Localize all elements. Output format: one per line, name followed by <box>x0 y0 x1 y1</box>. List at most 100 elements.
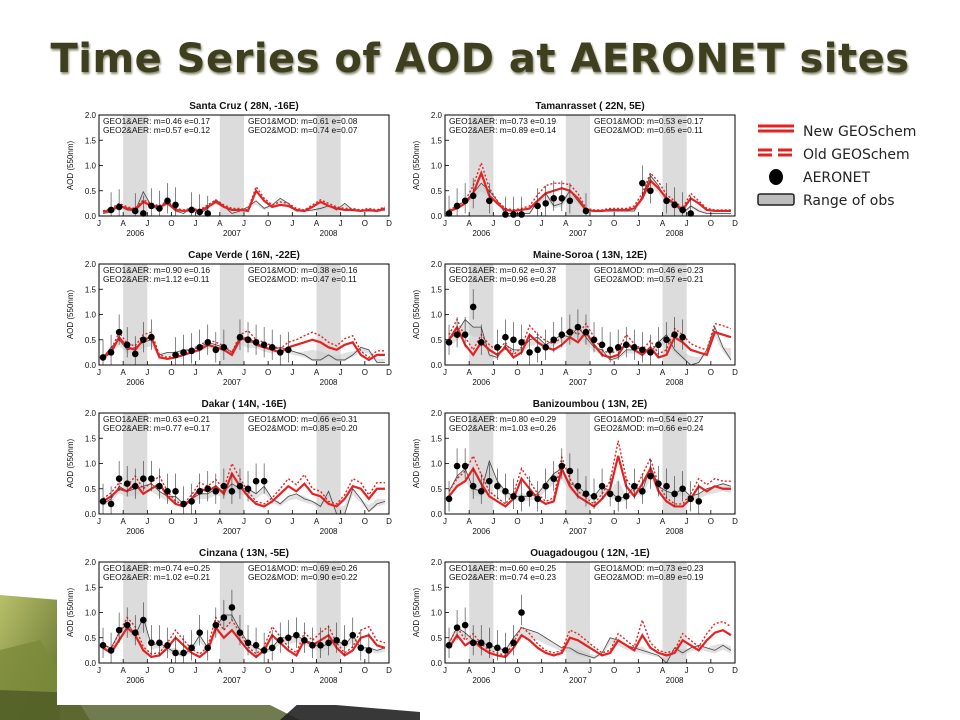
aeronet-point <box>655 480 662 487</box>
aeronet-point <box>639 487 646 495</box>
x-tick-label: A <box>660 219 666 228</box>
x-tick-label: O <box>514 517 520 526</box>
aeronet-point <box>212 621 220 629</box>
old-geoschem-line <box>102 329 385 359</box>
aeronet-point <box>244 485 252 493</box>
year-label: 2006 <box>472 229 490 238</box>
year-label: 2006 <box>472 378 490 387</box>
y-tick-label: 1.5 <box>85 136 97 145</box>
stat-label: GEO2&AER: m=0.96 e=0.28 <box>449 274 556 284</box>
y-tick-label: 2.0 <box>431 260 443 269</box>
aeronet-point <box>558 195 566 202</box>
new-geoschem-line <box>102 471 385 508</box>
aeronet-point <box>655 341 662 349</box>
new-geoschem-line <box>102 625 386 659</box>
x-tick-label: O <box>611 219 617 228</box>
year-label: 2007 <box>569 676 587 685</box>
x-tick-label: J <box>491 517 495 526</box>
aeronet-point <box>502 211 509 218</box>
aeronet-point <box>566 328 574 336</box>
y-tick-label: 2.0 <box>85 558 97 567</box>
x-tick-label: A <box>563 219 569 228</box>
aeronet-point <box>695 498 703 505</box>
x-tick-label: A <box>563 368 569 377</box>
x-tick-label: D <box>386 368 392 377</box>
x-tick-label: O <box>514 666 520 675</box>
aeronet-point <box>647 472 654 480</box>
obs-range-area <box>103 337 385 364</box>
aeronet-point <box>663 336 670 344</box>
x-tick-label: J <box>194 666 198 675</box>
aeronet-point <box>614 344 622 351</box>
x-tick-label: A <box>217 219 223 228</box>
stat-label: GEO2&MOD: m=0.74 e=0.07 <box>248 125 358 135</box>
aeronet-point <box>469 303 477 311</box>
x-tick-label: O <box>708 666 714 675</box>
legend-item-aeronet: AERONET <box>755 168 955 191</box>
aeronet-point <box>574 482 582 490</box>
aeronet-point <box>469 192 477 200</box>
y-tick-label: 1.0 <box>85 460 97 469</box>
aeronet-point <box>453 331 461 338</box>
x-tick-label: J <box>443 517 447 526</box>
aeronet-point <box>502 487 509 495</box>
stat-label: GEO1&AER: m=0.62 e=0.37 <box>449 265 556 275</box>
stat-label: GEO2&MOD: m=0.57 e=0.21 <box>594 274 704 284</box>
x-tick-label: A <box>120 368 126 377</box>
panel-title: Tamanrasset ( 22N, 5E) <box>535 101 644 112</box>
aeronet-point <box>325 639 332 647</box>
aeronet-point <box>156 482 163 490</box>
y-axis-label: AOD (550nm) <box>412 289 421 339</box>
x-tick-label: J <box>339 517 343 526</box>
x-tick-label: J <box>97 368 101 377</box>
aeronet-point <box>445 210 453 217</box>
aeronet-point <box>212 346 220 354</box>
y-tick-label: 0.0 <box>85 659 97 668</box>
aeronet-point <box>550 336 558 344</box>
aeronet-point <box>534 495 541 503</box>
x-tick-label: D <box>732 368 738 377</box>
stat-label: GEO2&MOD: m=0.66 e=0.24 <box>594 423 704 433</box>
x-tick-label: D <box>386 666 392 675</box>
aeronet-point <box>453 202 461 210</box>
old-geoschem-line <box>448 440 731 505</box>
aeronet-point <box>115 328 123 336</box>
x-tick-label: D <box>732 517 738 526</box>
y-axis-label: AOD (550nm) <box>412 587 421 637</box>
x-tick-label: J <box>540 219 544 228</box>
x-tick-label: A <box>120 666 126 675</box>
aeronet-point <box>196 208 203 216</box>
chart-panel: Maine-Soroa ( 13N, 12E) GEO1&AER: m=0.62 … <box>412 250 738 387</box>
year-label: 2006 <box>126 378 144 387</box>
aeronet-point <box>123 341 131 349</box>
x-tick-label: J <box>491 666 495 675</box>
aeronet-point <box>461 462 469 470</box>
year-label: 2006 <box>126 527 144 536</box>
aeronet-point <box>461 197 469 205</box>
aeronet-point <box>196 344 203 351</box>
y-axis-label: AOD (550nm) <box>66 140 75 190</box>
stat-label: GEO1&AER: m=0.74 e=0.25 <box>103 563 210 573</box>
x-tick-label: A <box>563 666 569 675</box>
x-tick-label: O <box>168 368 174 377</box>
x-tick-label: O <box>265 666 271 675</box>
y-axis-label: AOD (550nm) <box>412 438 421 488</box>
aeronet-point <box>172 351 179 359</box>
aeronet-point <box>510 211 517 218</box>
aeronet-point <box>502 333 509 341</box>
x-tick-label: J <box>97 219 101 228</box>
x-tick-label: O <box>265 368 271 377</box>
legend-item-new-geoschem: New GEOSchem <box>755 122 955 145</box>
x-tick-label: O <box>611 666 617 675</box>
x-tick-label: J <box>242 517 246 526</box>
x-tick-label: O <box>708 219 714 228</box>
aeronet-point <box>244 639 252 647</box>
aeronet-point <box>518 609 525 616</box>
aeronet-point <box>188 498 195 505</box>
year-label: 2008 <box>666 229 684 238</box>
slide-title: Time Series of AOD at AERONET sites <box>50 36 910 82</box>
x-tick-label: A <box>660 666 666 675</box>
legend-item-range-of-obs: Range of obs <box>755 191 955 214</box>
x-tick-label: O <box>362 368 368 377</box>
